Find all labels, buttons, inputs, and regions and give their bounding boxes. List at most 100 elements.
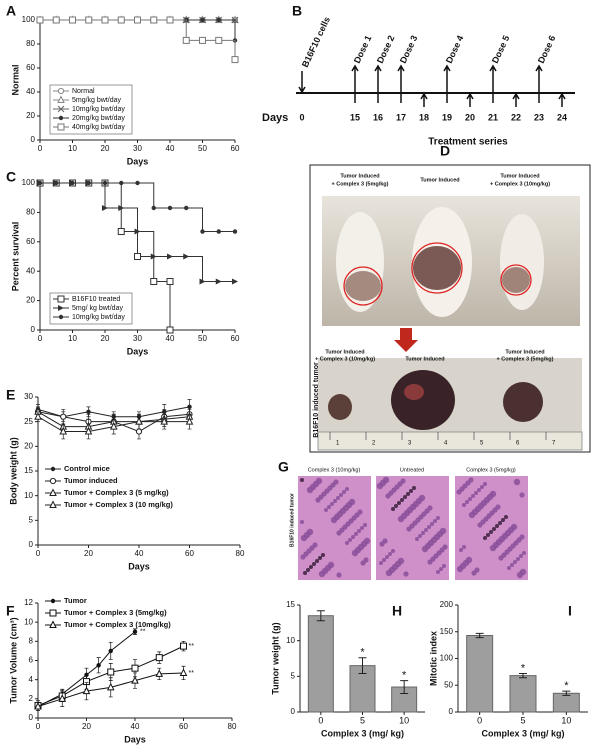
cell-nucleus [480,485,484,489]
marker [96,663,101,668]
x-tick-label: 0 [318,715,323,725]
y-tick-label: 2 [29,694,34,703]
histology-image [298,476,371,580]
panel-letter: D [440,143,450,159]
marker [150,277,158,285]
x-tick-label: 10 [68,334,77,343]
photo-label: + Complex 3 (10mg/kg) [490,181,550,187]
marker [82,686,91,695]
cell-nucleus [519,568,527,576]
cell-nucleus [406,492,410,496]
cell-nucleus [345,487,349,491]
y-tick-label: 25 [24,417,33,426]
x-tick-label: 60 [179,722,188,731]
cell-nucleus [394,504,398,508]
bar [552,692,580,713]
dose-arrow [489,64,497,103]
y-tick-label: 0 [31,325,36,334]
x-axis-label: Days [127,156,149,166]
cell-nucleus [385,555,389,559]
significance: ** [189,643,195,650]
cell-nucleus [354,532,358,536]
cell-nucleus [382,476,390,484]
cell-nucleus [342,490,346,494]
marker [102,180,108,186]
significance: ** [140,629,146,636]
cell-nucleus [351,535,355,539]
x-tick-label: 50 [198,144,207,153]
y-tick-label: 40 [26,266,35,275]
legend-marker [57,105,65,113]
x-tick-label: 40 [135,549,144,558]
cell-nucleus [400,478,406,484]
marker [60,413,67,420]
y-tick-label: 50 [444,680,453,689]
ruler-label: 7 [552,441,556,447]
ruler-label: 3 [408,441,412,447]
day-label: 0 [299,112,304,122]
cell-nucleus [474,567,480,573]
cell-nucleus [300,520,304,524]
x-axis-label: Complex 3 (mg/ kg) [321,728,404,738]
panel-letter: B [292,3,302,19]
x-tick-label: 40 [131,722,140,731]
marker [167,205,173,211]
day-label: 24 [557,112,567,122]
cell-nucleus [474,491,478,495]
y-tick-label: 30 [24,392,33,401]
significance: * [402,670,407,682]
y-axis-label: Tumor Volume (cm³) [8,617,18,703]
ruler-label: 5 [480,441,484,447]
marker [134,253,141,260]
cell-nucleus [462,503,466,507]
legend-label: Tumor + Complex 3 (10 mg/kg) [64,500,173,509]
cell-nucleus [345,541,349,545]
cell-nucleus [303,571,307,575]
histology-images [298,476,528,580]
photo-label: Tumor Induced [405,356,444,362]
photo-label: Tumor Induced [340,173,379,179]
marker [132,629,138,634]
marker [232,229,238,234]
photo-label: + Complex 3 (5mg/kg) [331,181,388,187]
marker [179,668,188,676]
x-axis-label: Complex 3 (mg/ kg) [481,728,564,738]
cell-nucleus [321,553,325,557]
marker [182,36,190,44]
histology-side-label: B16F10 induced tumor [289,493,295,547]
marker [151,205,156,211]
y-tick-label: 20 [26,296,35,305]
day-label: 21 [488,112,498,122]
cell-nucleus [318,556,322,560]
bar [509,675,537,713]
ruler-label: 2 [372,441,376,447]
cell-nucleus [436,516,440,520]
day-label: 18 [419,112,429,122]
cell-nucleus [439,527,447,535]
marker [102,204,108,211]
ruler-label: 4 [444,441,448,447]
marker [34,701,42,710]
marker [34,412,42,420]
cell-nucleus [363,557,369,563]
cell-nucleus [489,530,493,534]
photo-label: + Complex 3 (10mg/kg) [315,356,375,362]
day-arrow [512,92,520,107]
dose-label: Dose 5 [490,34,512,65]
cell-nucleus [468,497,472,501]
legend-marker [49,620,57,628]
photo-label: Tumor Induced [500,173,539,179]
cell-nucleus [348,498,356,506]
x-axis-label: Days [124,734,146,744]
day-arrow [558,92,566,107]
marker [199,278,206,285]
cell-nucleus [397,557,405,565]
cell-nucleus [519,492,525,498]
marker [150,253,157,260]
x-tick-label: 40 [166,144,175,153]
cell-nucleus [315,559,319,563]
day-label: 16 [373,112,383,122]
cell-nucleus [357,509,363,515]
significance: ** [189,670,195,677]
y-tick-label: 10 [286,636,295,645]
